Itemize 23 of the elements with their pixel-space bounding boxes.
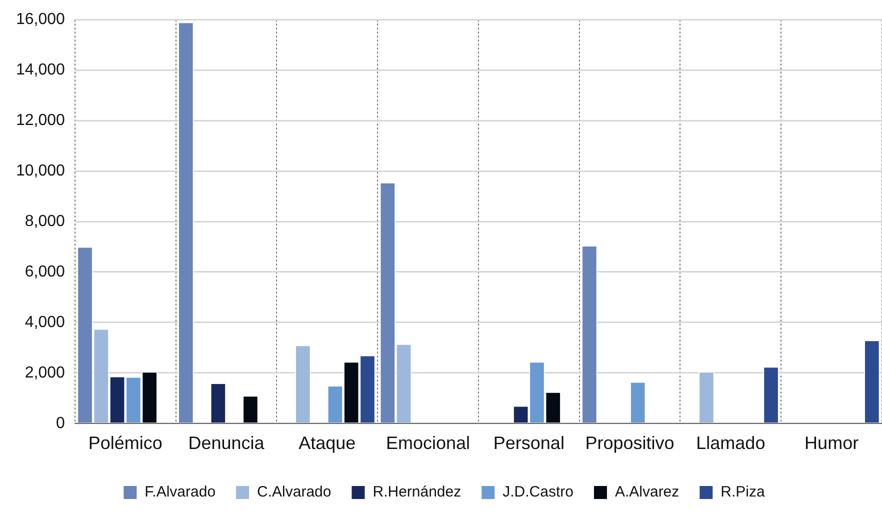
x-tick-label: Propositivo: [585, 433, 674, 454]
x-tick-label: Humor: [804, 433, 859, 454]
legend-label: R.Hernández: [372, 484, 462, 501]
legend-label: R.Piza: [720, 484, 766, 501]
x-tick-label: Emocional: [386, 433, 470, 454]
x-tick-label: Ataque: [298, 433, 356, 454]
y-tick-label: 16,000: [16, 11, 66, 28]
legend-label: F.Alvarado: [144, 484, 216, 501]
x-tick-label: Llamado: [696, 433, 766, 454]
x-tick-label: Polémico: [88, 433, 162, 454]
y-tick-label: 4,000: [24, 314, 66, 331]
y-tick-label: 8,000: [24, 212, 66, 230]
legend-label: A.Alvarez: [614, 484, 680, 501]
legend-label: J.D.Castro: [502, 484, 574, 501]
y-tick-label: 12,000: [16, 112, 66, 129]
legend-label: C.Alvarado: [257, 484, 332, 501]
x-tick-label: Personal: [493, 433, 564, 454]
y-tick-label: 2,000: [24, 364, 66, 382]
x-tick-label: Denuncia: [188, 433, 266, 454]
y-tick-label: 6,000: [24, 263, 66, 280]
y-tick-label: 0: [56, 414, 66, 432]
y-tick-label: 10,000: [16, 162, 66, 180]
y-tick-label: 14,000: [16, 61, 66, 78]
